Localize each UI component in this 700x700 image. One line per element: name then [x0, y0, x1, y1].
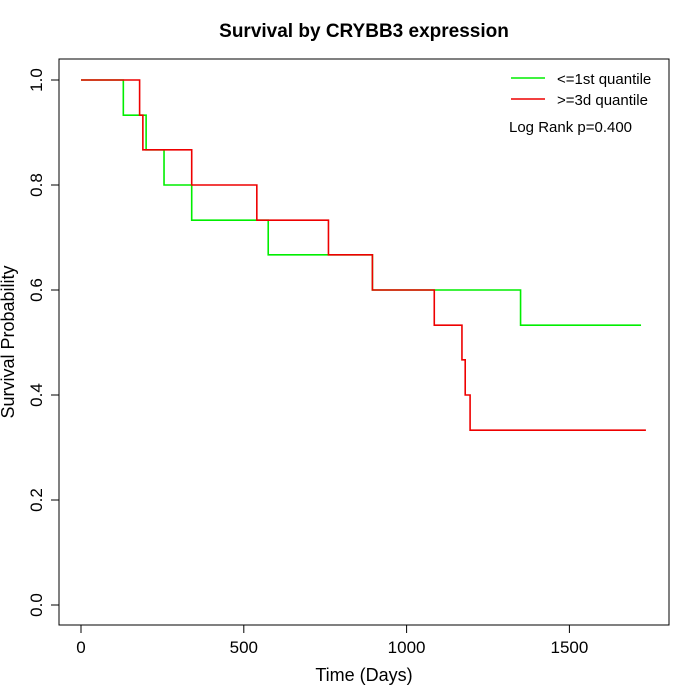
- x-axis: 0 500 1000 1500: [76, 624, 588, 657]
- x-tick-label: 0: [76, 638, 85, 657]
- x-tick-label: 1000: [388, 638, 426, 657]
- legend-label-high: >=3d quantile: [557, 92, 648, 109]
- plot-frame: [58, 58, 670, 626]
- x-tick-label: 1500: [550, 638, 588, 657]
- y-tick-label: 1.0: [27, 68, 46, 92]
- legend: <=1st quantile >=3d quantile: [511, 71, 651, 109]
- y-tick-label: 0.0: [27, 593, 46, 617]
- series-low-quantile-line: [81, 79, 642, 326]
- legend-label-low: <=1st quantile: [557, 71, 651, 88]
- log-rank-annotation: Log Rank p=0.400: [509, 119, 632, 136]
- y-tick-label: 0.8: [27, 173, 46, 197]
- y-tick-label: 0.2: [27, 488, 46, 512]
- y-tick-label: 0.6: [27, 278, 46, 302]
- y-axis-label: Survival Probability: [0, 265, 18, 418]
- chart-title: Survival by CRYBB3 expression: [219, 21, 509, 42]
- x-axis-label: Time (Days): [315, 665, 412, 685]
- series-layer: [81, 79, 646, 431]
- series-high-quantile-line: [81, 79, 646, 431]
- y-axis: 0.0 0.2 0.4 0.6 0.8 1.0: [27, 68, 60, 617]
- x-tick-label: 500: [230, 638, 258, 657]
- y-tick-label: 0.4: [27, 383, 46, 407]
